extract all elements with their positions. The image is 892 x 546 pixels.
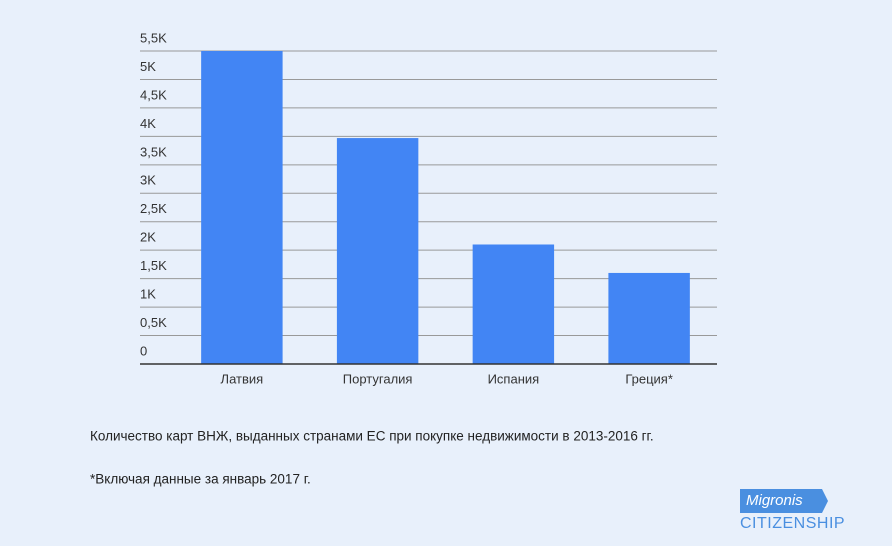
y-tick-label: 4,5K (140, 87, 167, 102)
x-tick-label: Португалия (343, 371, 413, 386)
y-tick-label: 1,5K (140, 258, 167, 273)
y-tick-label: 0,5K (140, 315, 167, 330)
y-tick-label: 4K (140, 116, 156, 131)
y-tick-label: 2K (140, 230, 156, 245)
logo-top: Migronis (746, 492, 803, 509)
bar (336, 138, 419, 364)
logo-bottom: CITIZENSHIP (740, 515, 845, 532)
x-tick-label: Испания (488, 371, 540, 386)
y-tick-label: 0 (140, 343, 147, 358)
note: *Включая данные за январь 2017 г. (90, 472, 311, 487)
logo-badge (740, 489, 828, 513)
x-tick-label: Латвия (221, 371, 264, 386)
y-tick-label: 1K (140, 287, 156, 302)
bar (472, 244, 555, 364)
y-tick-label: 3,5K (140, 144, 167, 159)
y-tick-label: 5,5K (140, 30, 167, 45)
bar (201, 51, 283, 364)
bar (608, 272, 690, 364)
y-tick-label: 5K (140, 59, 156, 74)
y-tick-label: 2,5K (140, 201, 167, 216)
y-tick-label: 3K (140, 173, 156, 188)
x-tick-label: Греция* (625, 371, 673, 386)
caption: Количество карт ВНЖ, выданных странами Е… (90, 429, 654, 444)
